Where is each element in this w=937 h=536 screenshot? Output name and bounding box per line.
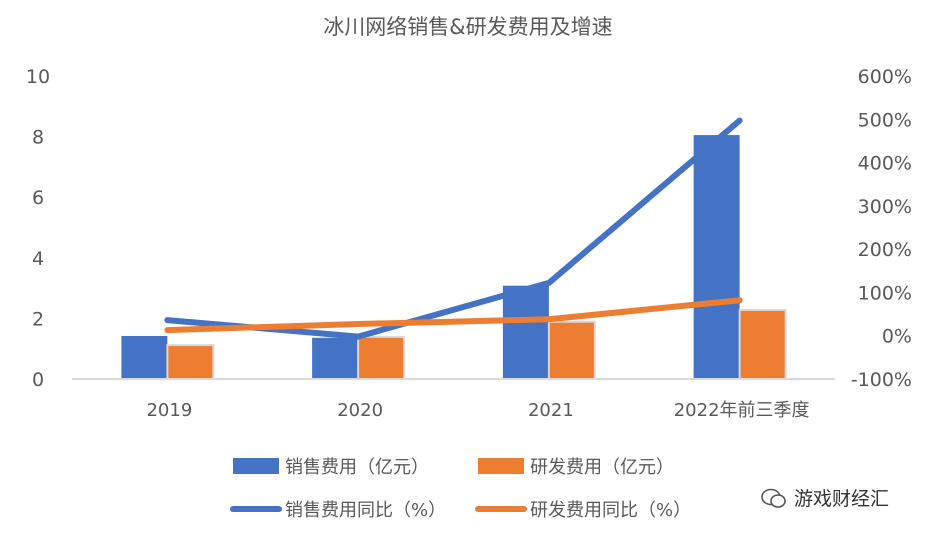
watermark: 游戏财经汇 xyxy=(760,484,889,511)
right-tick-label: 0% xyxy=(882,326,912,348)
legend-label: 销售费用同比（%） xyxy=(285,500,446,521)
wechat-icon xyxy=(761,488,786,508)
chart-title: 冰川网络销售&研发费用及增速 xyxy=(323,15,612,39)
right-tick-label: 500% xyxy=(858,109,912,131)
line-rd-yoy xyxy=(164,297,743,334)
legend-label: 销售费用（亿元） xyxy=(285,457,429,478)
x-tick-label: 2021 xyxy=(528,400,574,421)
left-tick-label: 8 xyxy=(32,127,44,149)
legend-label: 研发费用（亿元） xyxy=(530,457,674,478)
right-tick-label: 400% xyxy=(858,153,912,175)
bar-sales xyxy=(121,335,168,379)
bar-rd xyxy=(357,335,406,380)
watermark-text: 游戏财经汇 xyxy=(794,488,890,510)
x-tick-label: 2019 xyxy=(146,400,192,421)
bar-rd xyxy=(738,308,787,380)
left-tick-label: 0 xyxy=(32,369,44,391)
legend-label: 研发费用同比（%） xyxy=(530,500,691,521)
right-tick-label: 600% xyxy=(858,66,912,88)
bar-rd xyxy=(166,344,215,380)
bar-sales xyxy=(312,337,359,379)
left-tick-label: 10 xyxy=(26,66,50,88)
right-tick-label: 200% xyxy=(858,239,912,261)
bar-rd xyxy=(547,320,596,380)
legend-swatch xyxy=(478,458,524,474)
right-tick-label: 100% xyxy=(858,282,912,304)
left-tick-label: 2 xyxy=(32,308,44,330)
bar-sales xyxy=(693,135,740,379)
legend-swatch xyxy=(233,458,279,474)
bar-sales xyxy=(502,285,549,379)
left-tick-label: 6 xyxy=(32,187,44,209)
x-tick-label: 2022年前三季度 xyxy=(674,400,810,421)
x-tick-label: 2020 xyxy=(337,400,383,421)
left-tick-label: 4 xyxy=(32,248,44,270)
right-tick-label: 300% xyxy=(858,196,912,218)
right-tick-label: -100% xyxy=(851,369,912,391)
line-sales-yoy xyxy=(164,117,743,340)
